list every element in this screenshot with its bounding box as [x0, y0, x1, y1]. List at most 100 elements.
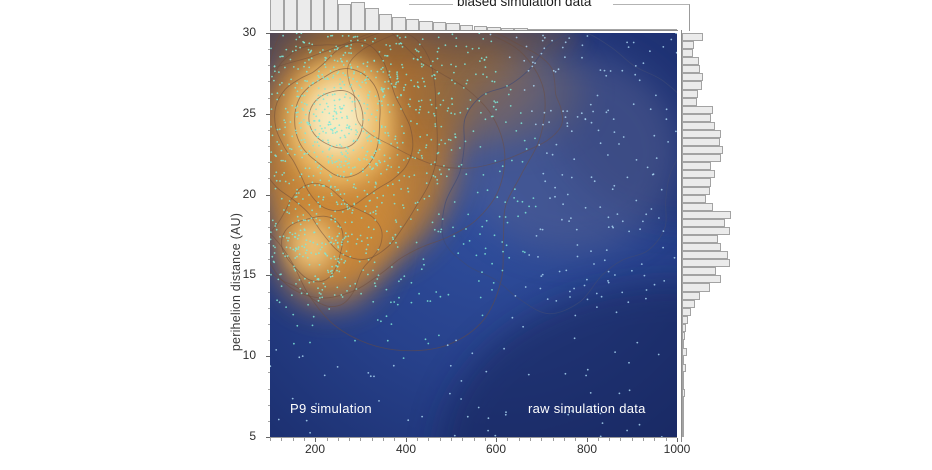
right-histogram-bar: [682, 267, 716, 276]
right-histogram-axis: [681, 30, 682, 442]
tick-mark: [266, 275, 270, 277]
right-histogram-bar: [682, 194, 706, 203]
top-histogram-bar: [310, 0, 325, 31]
top-histogram-bar: [283, 0, 298, 31]
right-histogram-bar: [682, 388, 685, 397]
right-histogram-bar: [682, 235, 718, 244]
right-histogram-bar: [682, 291, 700, 300]
right-histogram-bar: [682, 57, 699, 66]
right-histogram-bar: [682, 105, 713, 114]
tick-mark: [270, 438, 271, 441]
y-tick-20: 20: [242, 187, 256, 201]
tick-mark: [496, 438, 498, 442]
x-tick-800: 800: [576, 442, 598, 456]
tick-mark: [552, 438, 554, 441]
top-histogram-bar: [324, 0, 338, 31]
tick-mark: [643, 438, 645, 441]
annotation-line-left: [409, 4, 453, 5]
tick-mark: [620, 438, 622, 441]
tick-mark: [631, 438, 633, 441]
top-histogram-bar: [364, 8, 379, 31]
annotation-biased-simulation-data: biased simulation data: [457, 0, 592, 9]
y-tick-30: 30: [242, 25, 256, 39]
right-histogram-bar: [682, 348, 687, 357]
right-histogram-bar: [682, 404, 684, 413]
y-tick-25: 25: [242, 106, 256, 120]
right-histogram-bar: [682, 186, 710, 195]
right-histogram-bar: [682, 364, 686, 373]
right-histogram-bar: [682, 275, 721, 284]
right-histogram-bar: [682, 97, 697, 106]
tick-mark: [267, 81, 270, 83]
tick-mark: [360, 438, 362, 441]
tick-mark: [507, 438, 509, 441]
tick-mark: [677, 438, 678, 442]
tick-mark: [541, 438, 543, 441]
tick-mark: [267, 178, 270, 180]
x-tick-400: 400: [395, 442, 417, 456]
tick-mark: [281, 438, 283, 441]
right-histogram-bar: [682, 129, 721, 139]
tick-mark: [266, 194, 270, 196]
tick-mark: [267, 243, 270, 245]
right-histogram-bar: [682, 146, 723, 155]
tick-mark: [665, 438, 667, 441]
right-histogram-bar: [682, 65, 700, 74]
right-histogram-bar: [682, 210, 731, 219]
right-histogram-bar: [682, 41, 694, 50]
right-histogram-bar: [682, 202, 713, 211]
tick-mark: [267, 340, 270, 342]
right-histogram-bar: [682, 299, 695, 308]
top-histogram-bar: [392, 17, 406, 31]
tick-mark: [416, 438, 418, 441]
y-tick-5: 5: [249, 429, 256, 443]
right-histogram-bar: [682, 81, 702, 90]
tick-mark: [597, 438, 599, 441]
tick-mark: [267, 372, 270, 374]
tick-mark: [315, 438, 317, 442]
right-histogram-bar: [682, 170, 715, 179]
top-histogram-baseline: [270, 30, 678, 31]
right-histogram-bar: [682, 356, 684, 365]
tick-mark: [473, 438, 475, 441]
tick-mark: [518, 438, 520, 441]
right-histogram-bar: [682, 162, 711, 171]
right-histogram-bar: [682, 331, 685, 341]
tick-mark: [266, 113, 270, 115]
tick-mark: [575, 438, 577, 441]
tick-mark: [654, 438, 656, 441]
tick-mark: [267, 210, 270, 212]
tick-mark: [267, 162, 270, 164]
plot-label-p9-simulation: P9 simulation: [290, 401, 372, 416]
tick-mark: [267, 49, 270, 51]
right-histogram-bar: [682, 243, 721, 252]
tick-mark: [450, 438, 452, 441]
tick-mark: [439, 438, 441, 441]
tick-mark: [371, 438, 373, 441]
tick-mark: [267, 323, 270, 325]
tick-mark: [266, 437, 270, 438]
right-histogram-bar: [682, 121, 715, 130]
tick-mark: [267, 259, 270, 261]
tick-mark: [267, 404, 270, 406]
tick-mark: [267, 420, 270, 422]
right-histogram-bar: [682, 73, 703, 82]
tick-mark: [609, 438, 611, 441]
tick-mark: [267, 388, 270, 390]
right-histogram-bar: [682, 113, 711, 122]
tick-mark: [530, 438, 532, 441]
right-histogram-bar: [682, 33, 703, 42]
right-histogram-bar: [682, 380, 684, 389]
right-histogram-bar: [682, 340, 684, 349]
y-tick-10: 10: [242, 348, 256, 362]
tick-mark: [267, 129, 270, 131]
tick-mark: [428, 438, 430, 441]
right-histogram-bar: [682, 412, 684, 421]
tick-mark: [267, 226, 270, 228]
right-histogram-bar: [682, 283, 710, 292]
tick-mark: [337, 438, 339, 441]
tick-mark: [394, 438, 396, 441]
tick-mark: [267, 97, 270, 99]
right-histogram-bar: [682, 307, 691, 316]
